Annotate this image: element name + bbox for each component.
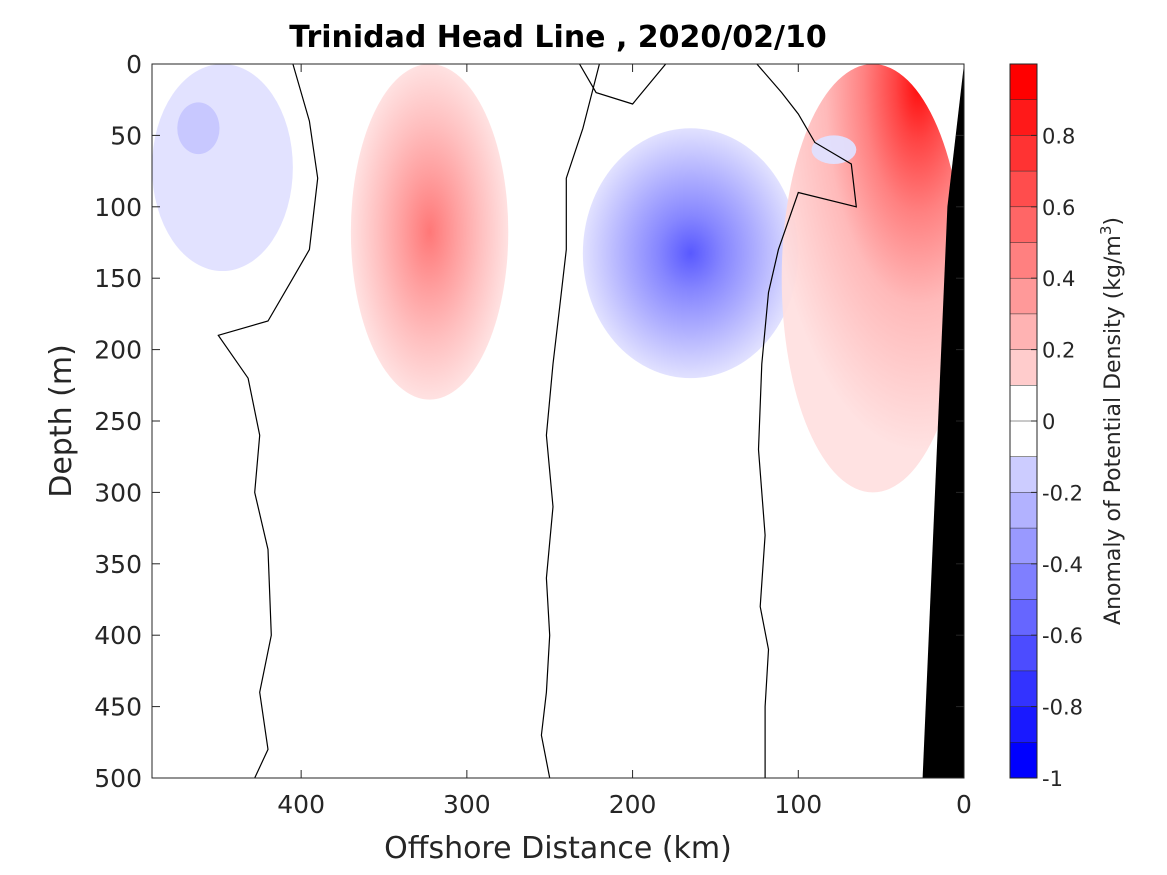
y-tick-label: 200 [94,336,142,365]
y-tick-label: 350 [94,550,142,579]
y-tick-label: 0 [126,50,142,79]
plot-area [151,63,965,779]
anomaly-positive-anomaly-2 [781,64,964,493]
anomaly-negative-anomaly-3 [152,64,293,272]
colorbar-level [1010,64,1037,100]
x-tick-label: 200 [609,790,657,819]
zero-contour-2 [756,64,857,778]
colorbar-level [1010,635,1037,671]
colorbar-tick-label: 0.8 [1042,124,1075,148]
y-tick-label: 100 [94,193,142,222]
zero-contour-0 [217,64,319,778]
x-tick-label: 400 [277,790,325,819]
colorbar-label-main: Anomaly of Potential Density (kg/m [1101,235,1126,625]
colorbar-ticks: 0.8 0.6 0.4 0.2 0 -0.2 -0.4 -0.6 -0.8 -1 [1031,124,1083,791]
x-axis-ticks: 400 300 200 100 0 [277,64,972,819]
colorbar-label-suffix: ) [1101,217,1126,226]
zero-contour-3 [578,64,667,105]
y-tick-label: 250 [94,407,142,436]
colorbar-level [1010,206,1037,243]
colorbar-tick-label: 0.2 [1042,339,1075,363]
colorbar-label: Anomaly of Potential Density (kg/m3) [1097,217,1126,625]
y-tick-label: 450 [94,693,142,722]
colorbar-level [1010,599,1037,636]
zero-contour-lines [217,64,857,778]
colorbar-tick-label: -0.4 [1042,553,1083,577]
colorbar-level [1010,670,1037,707]
colorbar-level [1010,135,1037,172]
colorbar-level [1010,278,1037,314]
colorbar-label-superscript: 3 [1097,226,1115,236]
anomaly-fields [152,64,964,493]
colorbar-tick-label: 0.4 [1042,267,1075,291]
y-tick-label: 300 [94,478,142,507]
colorbar-level [1010,313,1037,350]
x-tick-label: 0 [956,790,972,819]
colorbar-tick-label: -0.2 [1042,481,1083,505]
colorbar-level [1010,742,1037,778]
colorbar-level [1010,528,1037,564]
colorbar-tick-label: 0 [1042,410,1055,434]
y-tick-label: 400 [94,621,142,650]
anomaly-negative-anomaly-4 [811,135,857,164]
colorbar-tick-label: 0.6 [1042,196,1075,220]
colorbar-level [1010,242,1037,279]
colorbar-level [1010,171,1037,207]
y-tick-label: 50 [110,121,142,150]
colorbar-tick-label: -0.6 [1042,624,1083,648]
anomaly-negative-anomaly-1 [582,128,799,379]
bathymetry-shelf [922,64,964,778]
y-axis-ticks: 0 50 100 150 200 250 300 350 400 450 500 [94,50,964,793]
colorbar-level [1010,456,1037,493]
colorbar-level [1010,349,1037,386]
y-tick-label: 500 [94,764,142,793]
colorbar-level [1010,563,1037,600]
colorbar-level [1010,492,1037,529]
chart-title: Trinidad Head Line , 2020/02/10 [289,20,826,55]
colorbar-level [1010,421,1037,457]
y-tick-label: 150 [94,264,142,293]
colorbar-level [1010,385,1037,421]
x-axis-label: Offshore Distance (km) [384,831,732,866]
colorbar-level [1010,706,1037,743]
x-tick-label: 300 [443,790,491,819]
colorbar-level [1010,99,1037,136]
zero-contour-1 [540,64,600,778]
colorbar-tick-label: -1 [1042,767,1063,791]
x-tick-label: 100 [774,790,822,819]
anomaly-positive-anomaly-0 [350,64,509,400]
colorbar-tick-label: -0.8 [1042,696,1083,720]
y-axis-label: Depth (m) [44,344,79,498]
